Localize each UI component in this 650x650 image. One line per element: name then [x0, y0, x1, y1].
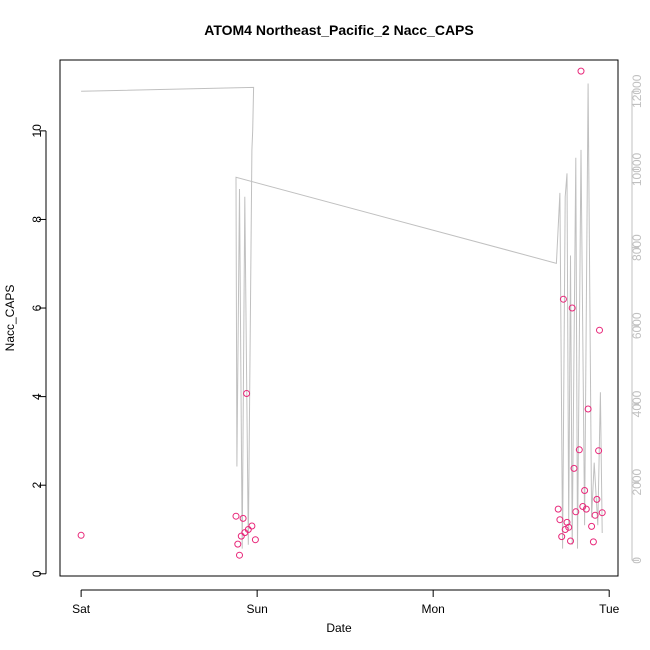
data-point — [575, 446, 583, 454]
series-line-layer — [81, 83, 603, 549]
y-tick-label: 2 — [30, 482, 44, 489]
data-point — [596, 326, 603, 334]
data-point — [588, 522, 596, 530]
data-point — [581, 487, 589, 494]
data-point — [554, 505, 562, 513]
data-point — [598, 509, 606, 517]
data-point — [561, 526, 569, 533]
data-point — [236, 551, 243, 559]
y2-tick-label: 12000 — [630, 74, 644, 108]
y-axis-label: Nacc_CAPS — [3, 285, 17, 352]
y-tick-label: 8 — [30, 216, 44, 223]
data-point — [584, 405, 592, 413]
data-point — [232, 512, 240, 520]
data-point — [556, 516, 564, 524]
x-tick-label: Sat — [72, 602, 91, 616]
data-point — [563, 518, 571, 526]
data-point — [251, 536, 259, 544]
data-point — [577, 67, 585, 75]
series-line — [81, 83, 603, 549]
data-point — [591, 511, 599, 519]
y-axis-left: 0 2 4 6 8 10 — [30, 124, 47, 577]
x-tick-label: Sun — [246, 602, 267, 616]
data-point — [570, 464, 578, 472]
data-point — [558, 533, 566, 541]
y2-tick-label: 6000 — [630, 312, 644, 339]
data-point — [244, 526, 252, 533]
x-tick-label: Tue — [599, 602, 620, 616]
y2-tick-label: 10000 — [630, 152, 644, 186]
data-point — [589, 538, 597, 546]
y-tick-label: 0 — [30, 570, 44, 577]
x-tick-label: Mon — [422, 602, 445, 616]
data-point — [243, 390, 251, 397]
y-axis-right: 0 2000 4000 6000 8000 10000 12000 — [630, 74, 644, 563]
data-point — [582, 505, 590, 513]
series-points-layer — [77, 67, 606, 559]
data-point — [593, 495, 601, 503]
y-tick-label: 10 — [30, 124, 44, 138]
chart-title: ATOM4 Northeast_Pacific_2 Nacc_CAPS — [204, 22, 473, 38]
plot-frame — [59, 59, 619, 577]
data-point — [568, 304, 576, 312]
y-tick-label: 4 — [30, 393, 44, 400]
y-tick-label: 6 — [30, 304, 44, 311]
y2-tick-label: 8000 — [630, 234, 644, 261]
data-point — [595, 447, 603, 455]
y2-tick-label: 0 — [630, 557, 644, 564]
data-point — [239, 514, 247, 522]
data-point — [237, 532, 245, 540]
data-point — [565, 523, 573, 531]
data-point — [567, 537, 574, 545]
data-point — [572, 508, 580, 516]
data-point — [559, 295, 567, 303]
x-axis: Sat Sun Mon Tue — [72, 589, 620, 616]
data-point — [248, 522, 256, 530]
data-point — [234, 540, 242, 548]
y2-tick-label: 4000 — [630, 390, 644, 417]
x-axis-label: Date — [326, 621, 352, 635]
data-point — [77, 531, 85, 539]
y2-tick-label: 2000 — [630, 469, 644, 496]
